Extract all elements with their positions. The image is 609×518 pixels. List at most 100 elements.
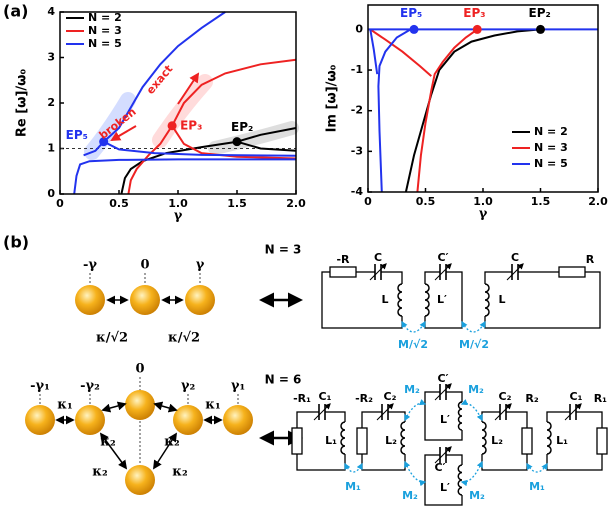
panel-label: (b) xyxy=(3,233,29,252)
y-axis-label: Re [ω]/ω₀ xyxy=(15,69,30,138)
diagram-label: -R₂ xyxy=(355,392,373,405)
legend-label: N = 3 xyxy=(88,24,122,37)
ep-label: EP₅ xyxy=(400,6,422,20)
site-sphere xyxy=(223,405,253,435)
diagram-label: M₂ xyxy=(404,383,420,396)
diagram-label: κ₂ xyxy=(92,465,107,480)
ep-point xyxy=(536,25,545,34)
diagram-label: L₁ xyxy=(556,434,568,447)
ep-point xyxy=(168,121,177,130)
circuit-loop xyxy=(322,272,402,328)
legend-label: N = 5 xyxy=(534,157,568,170)
diagram-label: κ₁ xyxy=(57,398,72,413)
ep-point xyxy=(410,25,419,34)
x-tick-label: 0.5 xyxy=(416,195,436,208)
x-tick-label: 0.5 xyxy=(109,197,129,210)
y-tick-label: 1 xyxy=(47,142,55,155)
site-sphere xyxy=(173,405,203,435)
mutual-coupling xyxy=(462,322,485,332)
wire xyxy=(103,404,125,410)
diagram-label: -γ₂ xyxy=(80,379,100,394)
diagram-label: L′ xyxy=(440,481,450,494)
diagram-label: M₂ xyxy=(468,383,484,396)
resistor xyxy=(330,267,356,277)
legend-label: N = 5 xyxy=(88,37,122,50)
x-tick-label: 2.0 xyxy=(286,197,306,210)
mutual-coupling xyxy=(462,403,482,420)
mutual-coupling xyxy=(405,403,425,420)
ep-label: EP₂ xyxy=(529,6,551,20)
diagram-label: -R₁ xyxy=(293,392,311,405)
diagram-label: C′ xyxy=(438,251,449,264)
diagram-label: L′ xyxy=(437,293,447,306)
diagram-label: C xyxy=(374,251,382,264)
x-axis-label: γ xyxy=(479,207,488,222)
series-line xyxy=(406,29,541,192)
ep-label: EP₂ xyxy=(231,120,253,134)
diagram-label: C₁ xyxy=(319,390,332,403)
legend-label: N = 2 xyxy=(534,125,568,138)
y-tick-label: -2 xyxy=(351,104,363,117)
resistor xyxy=(559,267,585,277)
legend-label: N = 3 xyxy=(534,141,568,154)
circuit-loop xyxy=(362,412,405,470)
x-tick-label: 1.5 xyxy=(227,197,247,210)
y-tick-label: -3 xyxy=(351,144,363,157)
diagram-label: -R xyxy=(336,253,350,266)
resistor xyxy=(357,428,367,454)
x-tick-label: 2.0 xyxy=(588,195,608,208)
y-axis-label: Im [ω]/ω₀ xyxy=(325,64,340,132)
mutual-coupling xyxy=(405,462,425,482)
diagram-label: γ₁ xyxy=(231,379,245,394)
diagram-label: C₂ xyxy=(384,390,397,403)
diagram-label: C xyxy=(511,251,519,264)
figure: (a) (b) N = 3-γ0γκ/√2κ/√2-RRCC′CLL′LM/√2… xyxy=(0,0,609,518)
site-sphere xyxy=(75,285,105,315)
diagram-label: -γ₁ xyxy=(30,379,50,394)
site-sphere xyxy=(75,405,105,435)
site-sphere xyxy=(185,285,215,315)
diagram-label: M/√2 xyxy=(459,338,489,351)
ep-label: EP₃ xyxy=(180,118,202,132)
diagram-label: κ/√2 xyxy=(168,331,200,346)
diagram-label: L xyxy=(498,293,505,306)
diagram-label: M₂ xyxy=(469,489,485,502)
diagram-label: C₂ xyxy=(499,390,512,403)
diagram-label: R xyxy=(586,253,595,266)
diagram-label: R₁ xyxy=(594,392,607,405)
y-tick-label: 3 xyxy=(47,51,55,64)
diagram-label: L xyxy=(381,293,388,306)
ep-point xyxy=(473,25,482,34)
diagram-label: γ xyxy=(196,258,205,273)
diagram-label: κ₂ xyxy=(100,435,115,450)
diagram-label: γ₂ xyxy=(181,379,195,394)
ep-point xyxy=(233,137,242,146)
diagram-label: N = 6 xyxy=(265,373,302,387)
diagram-label: C′ xyxy=(438,372,449,385)
resistor xyxy=(522,428,532,454)
site-sphere xyxy=(125,465,155,495)
y-tick-label: 2 xyxy=(47,96,55,109)
ep-label: EP₃ xyxy=(463,6,485,20)
diagram-label: L₂ xyxy=(491,434,503,447)
mutual-coupling xyxy=(462,462,482,482)
diagram-label: M₂ xyxy=(402,489,418,502)
site-sphere xyxy=(25,405,55,435)
x-tick-label: 0 xyxy=(56,197,64,210)
panel-label: (a) xyxy=(3,2,28,21)
x-axis-label: γ xyxy=(174,209,183,224)
diagram-label: 0 xyxy=(140,258,149,273)
diagram-label: κ₂ xyxy=(172,465,187,480)
legend-label: N = 2 xyxy=(88,11,122,24)
diagram-label: C′ xyxy=(435,461,446,474)
ep-label: EP₅ xyxy=(66,128,88,142)
diagram-label: C₁ xyxy=(570,390,583,403)
wire xyxy=(155,404,176,410)
x-tick-label: 1.5 xyxy=(531,195,551,208)
resistor xyxy=(292,428,302,454)
mutual-coupling xyxy=(345,464,362,472)
diagram-label: R₂ xyxy=(525,392,538,405)
y-tick-label: 0 xyxy=(47,187,55,200)
diagram-label: M/√2 xyxy=(398,338,428,351)
